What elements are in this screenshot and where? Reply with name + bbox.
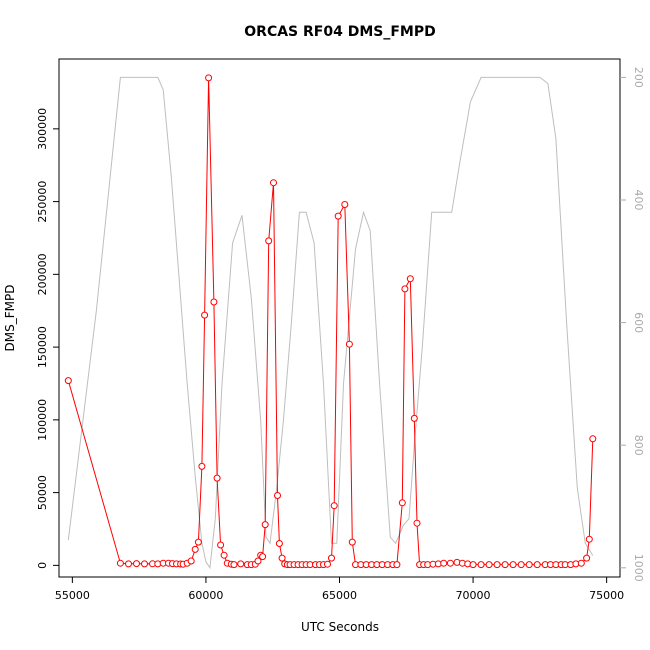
data-point (237, 560, 245, 568)
primary-series (64, 74, 597, 569)
data-point (261, 521, 269, 529)
x-tick-label: 75000 (589, 589, 624, 602)
data-point (194, 538, 202, 546)
x-tick-label: 55000 (55, 589, 90, 602)
data-point (187, 557, 195, 565)
data-point (220, 551, 228, 559)
data-point (398, 499, 406, 507)
y-tick-label: 50000 (36, 475, 49, 510)
secondary-series-line (67, 76, 594, 570)
data-point (265, 237, 273, 245)
data-point (393, 561, 401, 569)
data-point (585, 535, 593, 543)
y-tick-label: 200000 (36, 253, 49, 295)
data-point (577, 559, 585, 567)
data-point (230, 561, 238, 569)
data-point (406, 275, 414, 283)
data-point (345, 340, 353, 348)
data-point (348, 538, 356, 546)
data-point (533, 561, 541, 569)
data-point (413, 519, 421, 527)
y2-tick-label: 800 (632, 435, 645, 456)
chart-title: ORCAS RF04 DMS_FMPD (244, 24, 435, 40)
y2-axis: 200 400 600 800 1000 (620, 67, 645, 582)
data-point (64, 377, 72, 385)
y-tick-label: 300000 (36, 108, 49, 150)
y-tick-label: 0 (36, 562, 49, 569)
data-point (410, 414, 418, 422)
series-line (67, 77, 594, 566)
y-tick-label: 150000 (36, 326, 49, 368)
y2-tick-label: 200 (632, 67, 645, 88)
data-point (589, 435, 597, 443)
data-point (493, 561, 501, 569)
data-point (205, 74, 213, 82)
data-point (469, 561, 477, 569)
y2-tick-label: 600 (632, 312, 645, 333)
data-point (334, 212, 342, 220)
data-point (446, 559, 454, 567)
data-point (274, 492, 281, 499)
y-tick-label: 250000 (36, 181, 49, 223)
data-point (525, 561, 533, 569)
data-point (254, 557, 262, 565)
x-tick-label: 70000 (456, 589, 491, 602)
data-point (330, 502, 338, 510)
data-point (198, 462, 206, 470)
data-point (201, 311, 209, 319)
data-point (141, 560, 148, 568)
data-point (116, 559, 124, 567)
secondary-series (67, 76, 594, 570)
data-point (583, 554, 591, 562)
data-point (133, 560, 140, 568)
data-point (278, 554, 286, 562)
data-point (328, 554, 335, 562)
y-axis-label: DMS_FMPD (3, 285, 17, 352)
data-point (213, 474, 221, 482)
data-point (509, 561, 517, 569)
data-point (125, 560, 132, 568)
data-point (324, 560, 331, 568)
data-point (440, 559, 448, 567)
data-point (341, 201, 349, 208)
data-point (210, 298, 218, 306)
data-point (275, 540, 283, 547)
y2-tick-label: 400 (632, 189, 645, 210)
plot-frame (58, 58, 621, 578)
x-tick-label: 65000 (322, 589, 357, 602)
data-point (217, 541, 225, 549)
data-point (485, 561, 493, 569)
x-axis-label: UTC Seconds (301, 620, 379, 634)
x-tick-label: 60000 (188, 589, 223, 602)
data-point (191, 545, 199, 553)
y-tick-label: 100000 (36, 399, 49, 441)
data-point (501, 561, 509, 569)
x-axis: 55000 60000 65000 70000 75000 (55, 577, 624, 602)
y2-tick-label: 1000 (632, 554, 645, 582)
y-axis: 0 50000 100000 150000 200000 250000 300000 (36, 108, 59, 569)
data-point (517, 561, 525, 569)
data-point (270, 179, 277, 187)
data-point (259, 553, 267, 561)
data-point (401, 285, 409, 293)
data-point (477, 561, 485, 569)
